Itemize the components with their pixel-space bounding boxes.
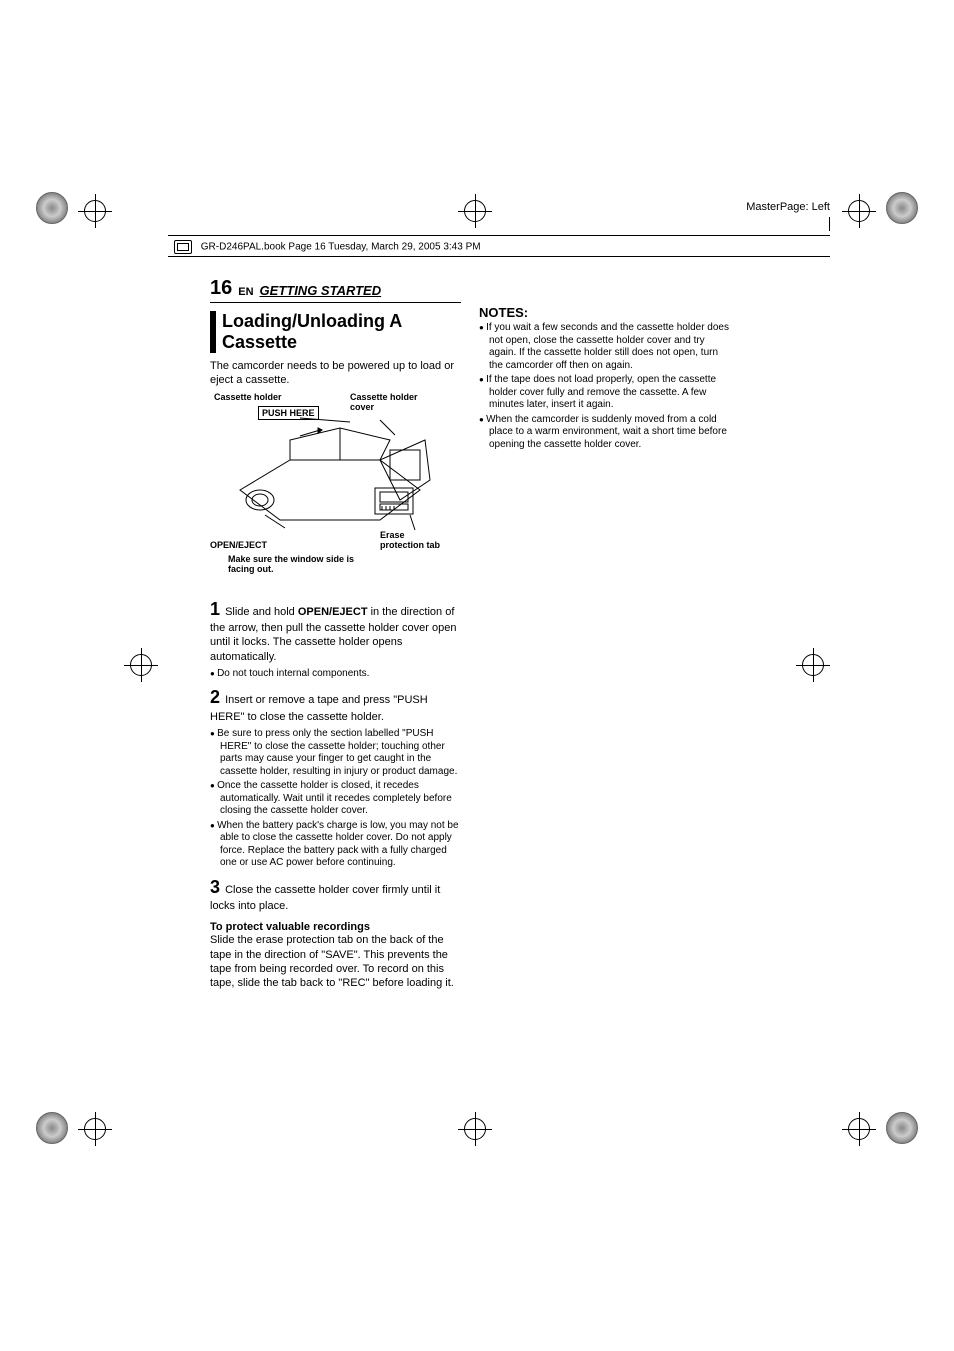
page-number: 16 (210, 277, 232, 300)
label-window-side: Make sure the window side is facing out. (228, 554, 378, 574)
protect-body: Slide the erase protection tab on the ba… (210, 933, 461, 990)
crop-mark-tl (36, 192, 68, 224)
step-1-bullets: Do not touch internal components. (210, 668, 461, 681)
crop-mark-br (886, 1112, 918, 1144)
book-header: GR-D246PAL.book Page 16 Tuesday, March 2… (168, 235, 830, 257)
label-open-eject: OPEN/EJECT (210, 540, 267, 550)
registration-mark (842, 1112, 876, 1146)
cassette-diagram: Cassette holder PUSH HERE Cassette holde… (210, 392, 461, 592)
label-cover: Cassette holder cover (350, 392, 430, 412)
registration-mark (78, 1112, 112, 1146)
section-title: Loading/Unloading A Cassette (210, 311, 461, 353)
registration-mark (78, 194, 112, 228)
notes-list: If you wait a few seconds and the casset… (479, 322, 730, 451)
notes-heading: NOTES: (479, 305, 730, 320)
camcorder-illustration (230, 410, 440, 540)
page-header: 16 EN GETTING STARTED (210, 277, 461, 303)
step-2-bullets: Be sure to press only the section labell… (210, 728, 461, 870)
left-column: 16 EN GETTING STARTED Loading/Unloading … (210, 277, 461, 994)
protect-heading: To protect valuable recordings (210, 921, 461, 933)
page-section: GETTING STARTED (260, 283, 382, 298)
book-header-text: GR-D246PAL.book Page 16 Tuesday, March 2… (201, 242, 481, 253)
page-lang: EN (238, 286, 253, 298)
masterpage-tick (829, 217, 830, 231)
masterpage-label: MasterPage: Left (746, 201, 830, 213)
label-cassette-holder: Cassette holder (214, 392, 282, 402)
intro-text: The camcorder needs to be powered up to … (210, 359, 461, 388)
step-3: 3 Close the cassette holder cover firmly… (210, 876, 461, 914)
crop-mark-bl (36, 1112, 68, 1144)
registration-mark (842, 194, 876, 228)
crop-mark-tr (886, 192, 918, 224)
book-icon (174, 240, 192, 254)
step-2: 2 Insert or remove a tape and press "PUS… (210, 686, 461, 724)
step-1: 1 Slide and hold OPEN/EJECT in the direc… (210, 598, 461, 664)
right-column: NOTES: If you wait a few seconds and the… (479, 277, 730, 994)
